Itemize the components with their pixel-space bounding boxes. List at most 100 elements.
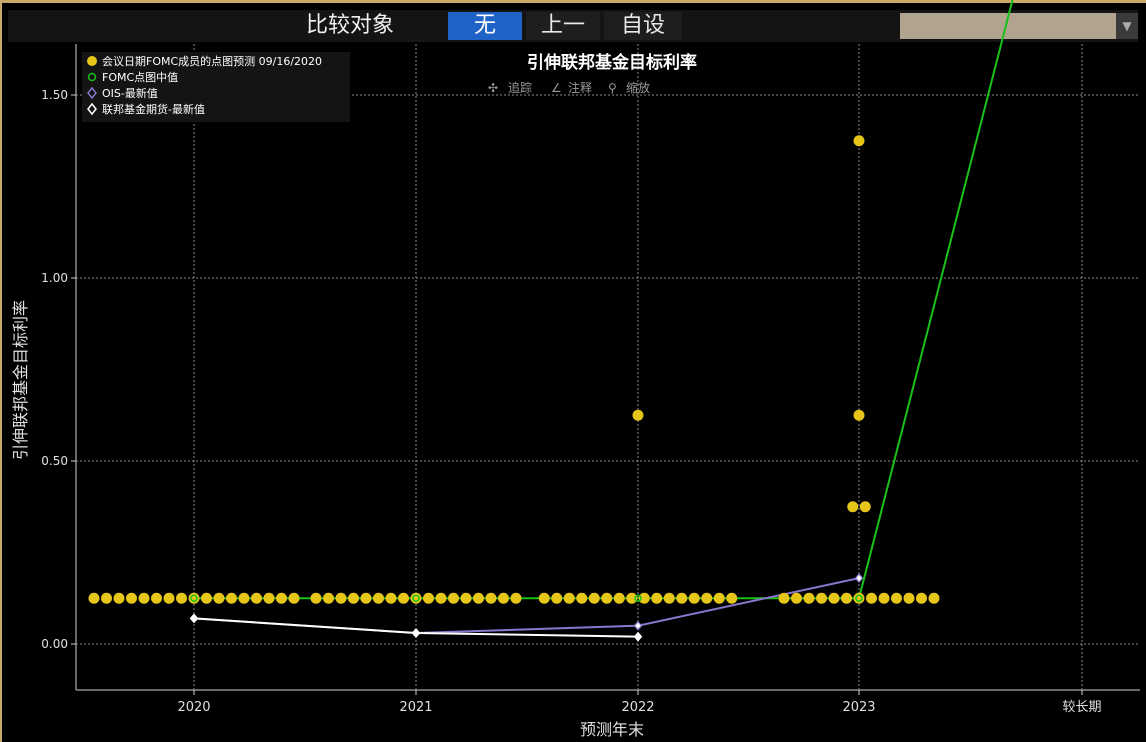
fomc-dot [853, 409, 865, 421]
fomc-dot [726, 592, 738, 604]
legend-dot-marker [87, 56, 97, 66]
fomc-dot [828, 592, 840, 604]
track-tool[interactable]: ✣ 追踪 [488, 80, 532, 95]
fomc-dot [373, 592, 384, 604]
futures-point [411, 628, 421, 638]
top-border [0, 0, 1146, 3]
fomc-dot [563, 592, 575, 604]
fomc-dot [601, 592, 613, 604]
fomc-dot [510, 592, 522, 604]
y-tick-label: 1.00 [41, 271, 68, 285]
pencil-icon: ∠ [551, 81, 562, 95]
legend-label-ois: OIS-最新值 [102, 86, 158, 100]
fomc-dot [310, 592, 322, 604]
fomc-dot [101, 592, 112, 604]
x-tick-labels: 2020 2021 2022 2023 较长期 [177, 690, 1102, 715]
fomc-dot [398, 592, 409, 604]
x-tick-label: 2020 [177, 700, 210, 715]
compare-label: 比较对象 [306, 13, 395, 38]
y-tick-label: 1.50 [41, 88, 68, 102]
legend-label-futures: 联邦基金期货-最新值 [102, 102, 205, 116]
legend-futures-marker [87, 102, 97, 116]
x-axis-title: 预测年末 [580, 720, 644, 739]
fomc-dot [632, 409, 644, 421]
zoom-tool-label: 缩放 [626, 80, 650, 95]
y-axis-title: 引伸联邦基金目标利率 [11, 300, 30, 460]
fomc-dot [778, 592, 790, 604]
fomc-dot [288, 592, 300, 604]
ois-point [854, 573, 864, 584]
median-point [634, 594, 642, 602]
legend-background [82, 52, 350, 122]
fomc-dot [853, 135, 865, 147]
fomc-dot [138, 592, 150, 604]
annotate-tool[interactable]: ∠ 注释 [551, 80, 592, 95]
fomc-dot [878, 592, 890, 604]
fomc-dot [276, 592, 287, 604]
fomc-dot [626, 592, 638, 604]
fomc-dot [791, 592, 802, 604]
fomc-dot [435, 592, 447, 604]
y-tick-labels: 3.002.502.001.501.000.500.00 [41, 88, 76, 651]
fomc-dot [816, 592, 827, 604]
fomc-dot [588, 592, 600, 604]
x-tick-label: 较长期 [1062, 700, 1101, 715]
annotate-tool-label: 注释 [568, 80, 592, 95]
legend: 会议日期FOMC成员的点图预测 09/16/2020 FOMC点图中值 OIS-… [82, 52, 350, 122]
crosshair-icon: ✣ [488, 81, 498, 95]
fomc-dot [448, 592, 459, 604]
fomc-dot [713, 592, 725, 604]
fomc-dot [460, 592, 472, 604]
fomc-dot [323, 592, 334, 604]
fomc-dot [576, 592, 588, 604]
fomc-dot [841, 592, 852, 604]
ois-point [633, 620, 643, 631]
compare-custom-button[interactable]: 自设 [604, 12, 682, 40]
fomc-dot [663, 592, 675, 604]
fomc-dot [803, 592, 815, 604]
futures-point [633, 631, 643, 642]
chart-title: 引伸联邦基金目标利率 [527, 52, 697, 73]
fomc-dot [360, 592, 372, 604]
fomc-dot [348, 592, 359, 604]
fomc-dot [423, 592, 434, 604]
legend-label-dots: 会议日期FOMC成员的点图预测 09/16/2020 [102, 54, 322, 68]
fomc-dot [853, 592, 865, 604]
fomc-dot [847, 501, 859, 513]
fomc-dot [201, 592, 212, 604]
fomc-dot [151, 592, 162, 604]
fomc-dot [701, 592, 713, 604]
track-tool-label: 追踪 [508, 80, 532, 95]
compare-previous-button[interactable]: 上一 [526, 12, 600, 40]
fomc-dot [385, 592, 397, 604]
fomc-dot [538, 592, 550, 604]
chevron-down-icon[interactable]: ▼ [1116, 13, 1138, 39]
fomc-dot [188, 592, 200, 604]
fomc-dot [410, 592, 422, 604]
x-tick-label: 2022 [621, 700, 654, 715]
compare-none-button[interactable]: 无 [448, 12, 522, 40]
x-tick-label: 2023 [842, 700, 875, 715]
fomc-dot [176, 592, 187, 604]
fomc-dot [238, 592, 250, 604]
zoom-tool[interactable]: ⚲ 缩放 [608, 80, 650, 95]
y-tick-label: 0.00 [41, 637, 68, 651]
fomc-dot [213, 592, 225, 604]
fomc-dot [163, 592, 175, 604]
chart-tools: ✣ 追踪 ∠ 注释 ⚲ 缩放 [488, 80, 650, 95]
fomc-dot [88, 592, 100, 604]
fomc-dot [651, 592, 663, 604]
fomc-dot [473, 592, 484, 604]
legend-ois-marker [87, 86, 97, 100]
fomc-dot [498, 592, 509, 604]
fomc-dot [113, 592, 125, 604]
fomc-dot [485, 592, 497, 604]
fomc-dot [866, 592, 877, 604]
fomc-dot [676, 592, 688, 604]
y-tick-label: 0.50 [41, 454, 68, 468]
left-border [0, 3, 2, 742]
legend-label-median: FOMC点图中值 [102, 71, 178, 84]
fomc-dot [928, 592, 940, 604]
